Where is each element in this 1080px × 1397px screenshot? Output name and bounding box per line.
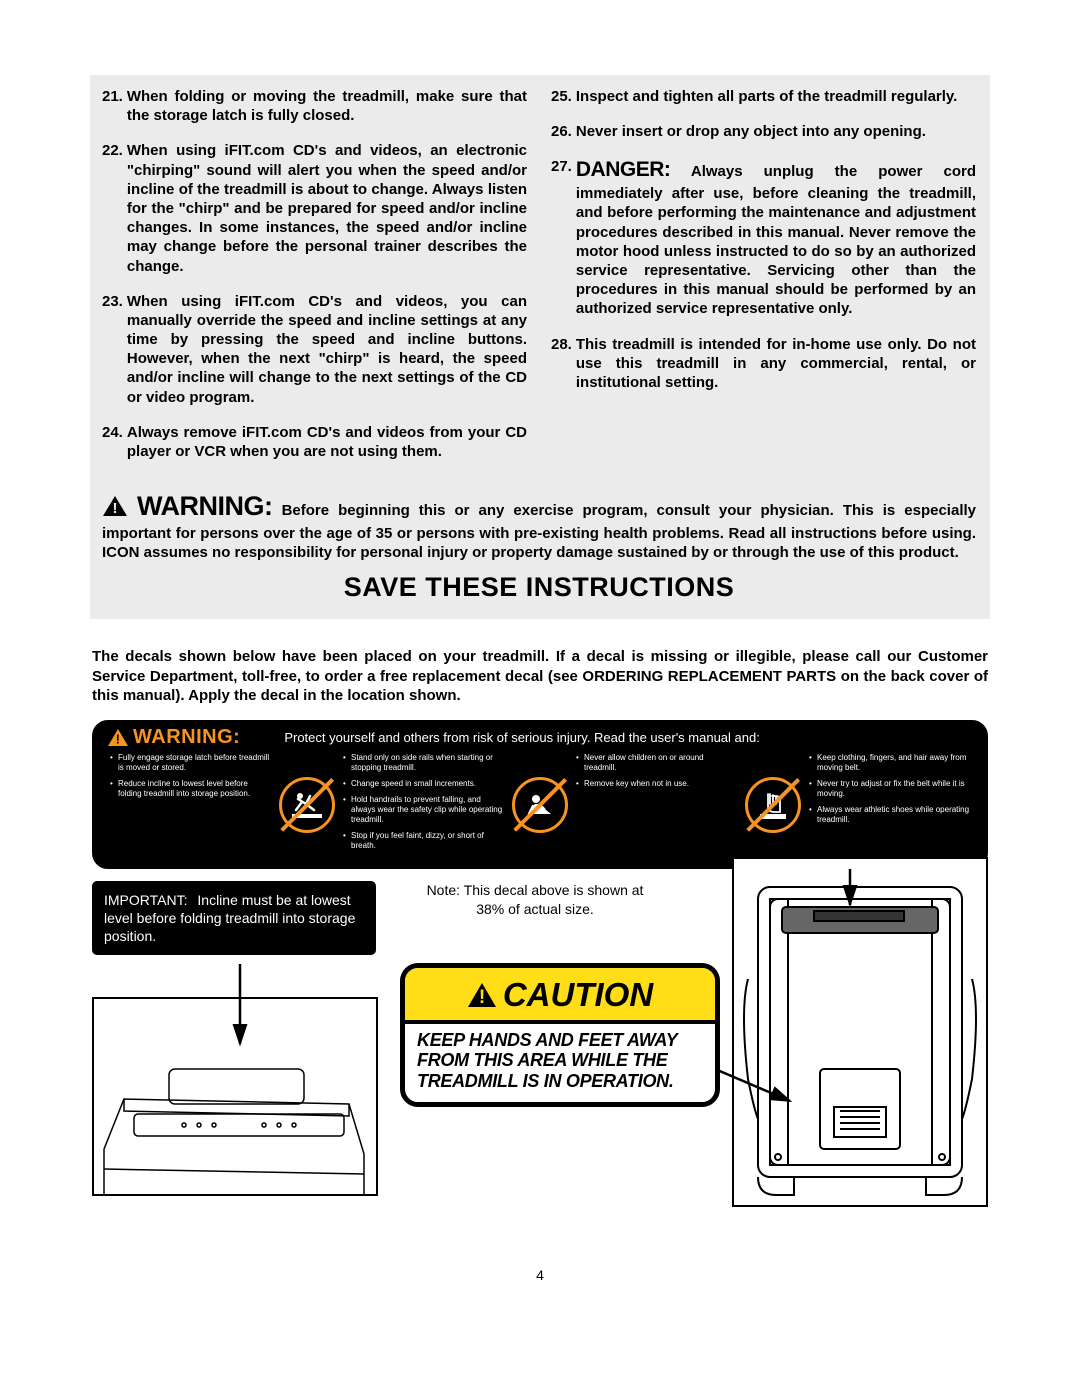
item-text: Never insert or drop any object into any…: [576, 122, 976, 141]
instruction-21: 21.When folding or moving the treadmill,…: [102, 87, 527, 125]
ws-bullet: Hold handrails to prevent falling, and a…: [343, 795, 504, 825]
instruction-23: 23.When using iFIT.com CD's and videos, …: [102, 292, 527, 407]
ws-icon-falling: [279, 753, 335, 857]
ws-icon-hand: [745, 753, 801, 857]
warning-paragraph: ! WARNING: Before beginning this or any …: [102, 489, 976, 562]
item-num: 28.: [551, 335, 576, 393]
item-num: 25.: [551, 87, 576, 106]
ws-col-4: Keep clothing, fingers, and hair away fr…: [809, 753, 970, 857]
instructions-box: 21.When folding or moving the treadmill,…: [90, 75, 990, 619]
instruction-22: 22.When using iFIT.com CD's and videos, …: [102, 141, 527, 275]
left-column: 21.When folding or moving the treadmill,…: [102, 87, 527, 477]
caution-decal: ! CAUTION KEEP HANDS AND FEET AWAY FROM …: [400, 963, 720, 1107]
svg-text:!: !: [113, 500, 118, 517]
item-text: DANGER: Always unplug the power cord imm…: [576, 157, 976, 318]
ws-col-2: Stand only on side rails when starting o…: [343, 753, 504, 857]
warning-triangle-icon: !: [102, 495, 128, 517]
instruction-26: 26.Never insert or drop any object into …: [551, 122, 976, 141]
note-text: Note: This decal above is shown at 38% o…: [420, 881, 650, 919]
instruction-28: 28.This treadmill is intended for in-hom…: [551, 335, 976, 393]
ws-bullet: Keep clothing, fingers, and hair away fr…: [809, 753, 970, 773]
warning-strip-decal: ! WARNING: Protect yourself and others f…: [92, 720, 988, 869]
item-num: 22.: [102, 141, 127, 275]
item-text: When using iFIT.com CD's and videos, you…: [127, 292, 527, 407]
item-27-text: Always unplug the power cord immediately…: [576, 163, 976, 317]
warning-strip-columns: Fully engage storage latch before treadm…: [94, 751, 986, 867]
caution-text: KEEP HANDS AND FEET AWAY FROM THIS AREA …: [405, 1024, 715, 1102]
page-number: 4: [90, 1267, 990, 1283]
ws-bullet: Stop if you feel faint, dizzy, or short …: [343, 831, 504, 851]
danger-word: DANGER:: [576, 158, 671, 181]
instruction-27: 27.DANGER: Always unplug the power cord …: [551, 157, 976, 318]
ws-bullet: Fully engage storage latch before treadm…: [110, 753, 271, 773]
warning-strip-word: WARNING:: [133, 726, 240, 749]
prohibition-icon: [512, 777, 568, 833]
item-num: 26.: [551, 122, 576, 141]
warning-word: WARNING:: [137, 491, 272, 521]
item-num: 23.: [102, 292, 127, 407]
save-instructions-heading: SAVE THESE INSTRUCTIONS: [102, 572, 976, 603]
item-num: 24.: [102, 423, 127, 461]
important-decal: IMPORTANT: Incline must be at lowest lev…: [92, 881, 376, 956]
decals-intro-text: The decals shown below have been placed …: [92, 647, 988, 706]
item-text: Always remove iFIT.com CD's and videos f…: [127, 423, 527, 461]
treadmill-console-illustration: [92, 997, 378, 1196]
treadmill-full-illustration: [732, 857, 988, 1207]
warning-strip-subtitle: Protect yourself and others from risk of…: [284, 730, 760, 745]
ws-col-1: Fully engage storage latch before treadm…: [110, 753, 271, 857]
ws-bullet: Never try to adjust or fix the belt whil…: [809, 779, 970, 799]
ws-bullet: Remove key when not in use.: [576, 779, 737, 789]
ws-bullet: Stand only on side rails when starting o…: [343, 753, 504, 773]
item-text: When folding or moving the treadmill, ma…: [127, 87, 527, 125]
caution-word: CAUTION: [503, 976, 653, 1014]
important-label: IMPORTANT:: [104, 892, 188, 908]
ws-icon-child: [512, 753, 568, 857]
manual-page: 21.When folding or moving the treadmill,…: [0, 0, 1080, 1313]
warning-triangle-icon: !: [467, 982, 497, 1008]
prohibition-icon: [279, 777, 335, 833]
caution-header: ! CAUTION: [405, 968, 715, 1024]
ws-bullet: Change speed in small increments.: [343, 779, 504, 789]
item-text: When using iFIT.com CD's and videos, an …: [127, 141, 527, 275]
instruction-24: 24.Always remove iFIT.com CD's and video…: [102, 423, 527, 461]
ws-bullet: Reduce incline to lowest level before fo…: [110, 779, 271, 799]
instruction-25: 25.Inspect and tighten all parts of the …: [551, 87, 976, 106]
item-text: This treadmill is intended for in-home u…: [576, 335, 976, 393]
ws-bullet: Always wear athletic shoes while operati…: [809, 805, 970, 825]
ws-bullet: Never allow children on or around treadm…: [576, 753, 737, 773]
warning-strip-header: ! WARNING: Protect yourself and others f…: [94, 722, 986, 751]
ws-col-3: Never allow children on or around treadm…: [576, 753, 737, 857]
item-text: Inspect and tighten all parts of the tre…: [576, 87, 976, 106]
right-column: 25.Inspect and tighten all parts of the …: [551, 87, 976, 477]
item-num: 27.: [551, 157, 576, 318]
warning-strip-title: ! WARNING:: [108, 726, 240, 749]
instructions-columns: 21.When folding or moving the treadmill,…: [102, 87, 976, 477]
svg-text:!: !: [479, 987, 485, 1008]
item-num: 21.: [102, 87, 127, 125]
warning-triangle-icon: !: [108, 729, 128, 746]
prohibition-icon: [745, 777, 801, 833]
svg-text:!: !: [116, 731, 121, 746]
lower-diagram-area: IMPORTANT: Incline must be at lowest lev…: [90, 869, 990, 1239]
